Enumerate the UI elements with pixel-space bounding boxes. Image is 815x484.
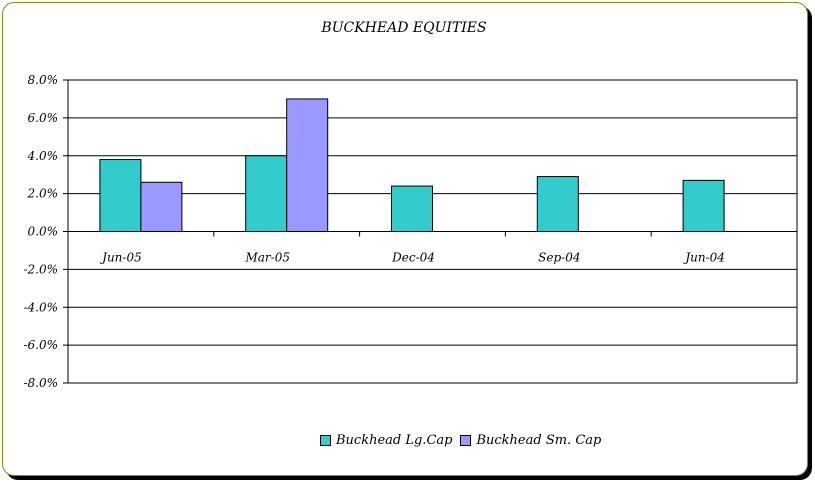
x-category-label: Sep-04 [538, 251, 580, 265]
chart-title: BUCKHEAD EQUITIES [321, 20, 487, 36]
legend-item-lg-cap: Buckhead Lg.Cap [320, 433, 452, 448]
y-tick-label: -4.0% [23, 300, 58, 314]
legend-swatch-lg-cap [320, 435, 331, 446]
bar-lg-cap [99, 159, 142, 233]
chart-frame [2, 2, 808, 476]
x-category-label: Jun-04 [682, 251, 725, 265]
y-tick-label: -6.0% [23, 338, 58, 352]
bar-sm-cap [286, 98, 329, 232]
y-tick-label: 4.0% [27, 149, 59, 163]
x-category-label: Mar-05 [244, 251, 290, 265]
y-tick-label: 2.0% [27, 187, 59, 201]
y-tick-label: -8.0% [23, 376, 58, 390]
bar-lg-cap [682, 179, 725, 232]
x-category-label: Jun-05 [99, 251, 142, 265]
legend-label-lg-cap: Buckhead Lg.Cap [336, 433, 453, 448]
legend-swatch-sm-cap [460, 435, 472, 446]
y-tick-label: -2.0% [23, 262, 58, 276]
bar-lg-cap [536, 176, 579, 233]
legend-item-sm-cap: Buckhead Sm. Cap [460, 433, 601, 448]
legend-label-sm-cap: Buckhead Sm. Cap [476, 433, 602, 448]
y-tick-label: 8.0% [28, 73, 59, 87]
chart-legend: Buckhead Lg.Cap Buckhead Sm. Cap [320, 433, 609, 448]
x-category-label: Dec-04 [391, 251, 435, 265]
y-tick-label: 6.0% [28, 111, 59, 125]
bar-sm-cap [140, 181, 183, 232]
bar-lg-cap [245, 155, 288, 232]
y-tick-label: 0.0% [28, 225, 59, 239]
bar-lg-cap [391, 185, 433, 233]
